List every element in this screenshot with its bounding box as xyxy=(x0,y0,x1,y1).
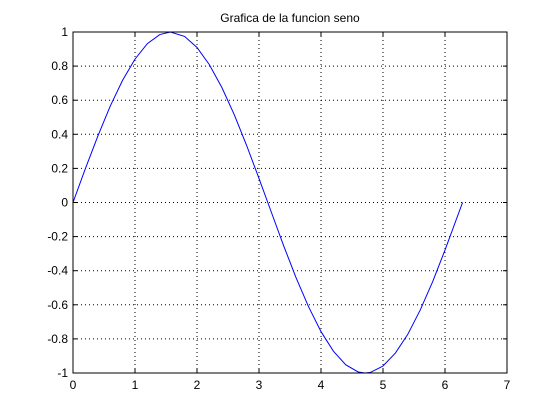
y-tick-label: 0.8 xyxy=(51,59,68,73)
y-tick-label: 0.6 xyxy=(51,93,68,107)
x-tick-label: 3 xyxy=(256,378,263,392)
y-tick-label: 1 xyxy=(61,25,68,39)
x-tick-labels: 0 1 2 3 4 5 6 7 xyxy=(70,378,511,392)
y-tick-label: 0 xyxy=(61,196,68,210)
x-tick-label: 0 xyxy=(70,378,77,392)
chart-title: Grafica de la funcion seno xyxy=(220,11,360,25)
x-tick-label: 6 xyxy=(442,378,449,392)
y-tick-label: -1 xyxy=(57,366,68,380)
x-tick-label: 4 xyxy=(318,378,325,392)
x-tick-label: 5 xyxy=(380,378,387,392)
y-tick-label: 0.4 xyxy=(51,127,68,141)
y-tick-label: -0.6 xyxy=(47,298,68,312)
series-layer xyxy=(72,31,464,374)
x-tick-label: 7 xyxy=(504,378,511,392)
y-tick-labels: -1 -0.8 -0.6 -0.4 -0.2 0 0.2 0.4 0.6 0.8 1 xyxy=(47,25,68,380)
y-tick-label: -0.4 xyxy=(47,264,68,278)
sine-series-line xyxy=(72,31,464,374)
y-tick-label: -0.2 xyxy=(47,230,68,244)
tick-marks xyxy=(72,31,508,374)
x-tick-label: 2 xyxy=(194,378,201,392)
x-tick-label: 1 xyxy=(132,378,139,392)
y-tick-label: 0.2 xyxy=(51,161,68,175)
grid-lines xyxy=(73,32,507,373)
y-tick-label: -0.8 xyxy=(47,332,68,346)
